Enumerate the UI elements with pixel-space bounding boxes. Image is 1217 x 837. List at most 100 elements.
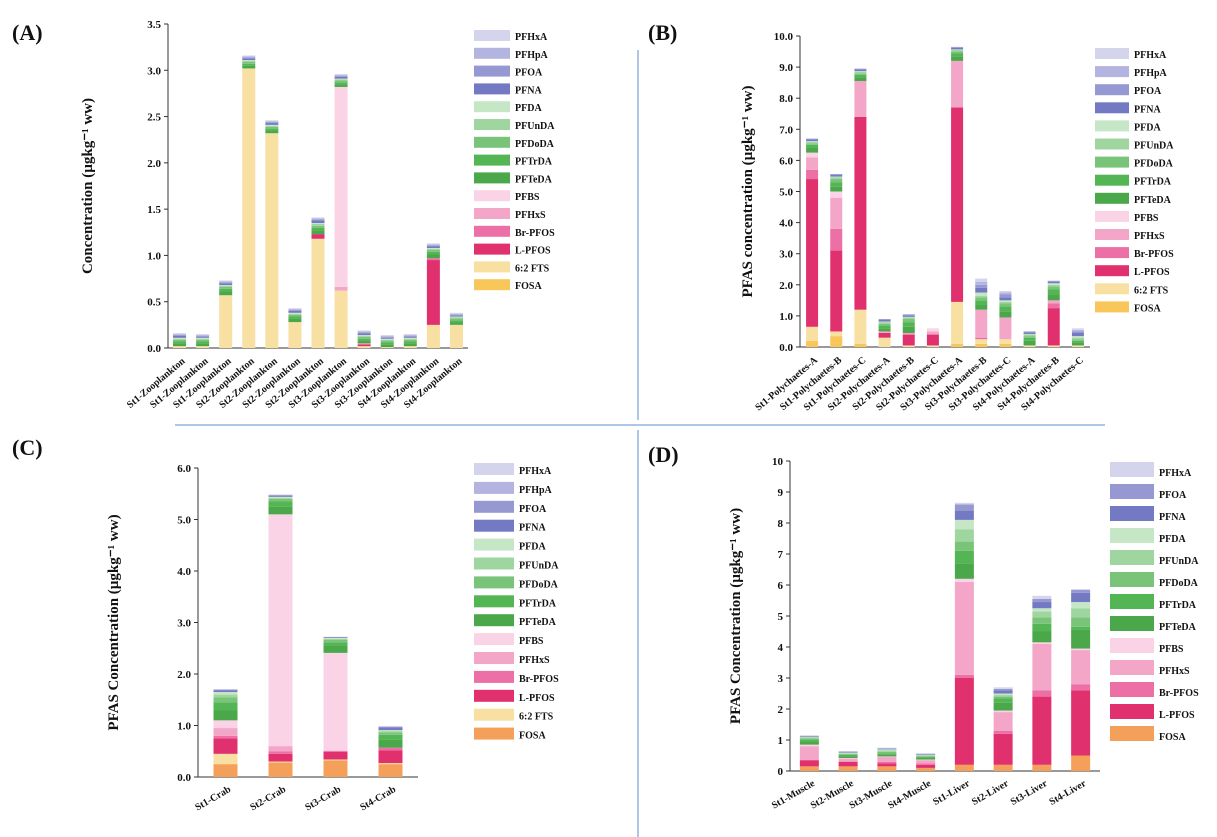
bar-segment-pfna <box>449 315 463 317</box>
bar-segment-6-2-fts <box>311 238 325 348</box>
bar-segment-pfhpa <box>426 244 440 246</box>
bar-segment-fosa <box>854 343 867 347</box>
bar-segment-pfoa <box>951 46 964 48</box>
y-tick-label: 6.0 <box>177 463 191 475</box>
bar-segment-pfoa <box>173 335 187 336</box>
bar-segment-pfhpa <box>975 281 988 285</box>
bar-segment-6-2-fts <box>1071 345 1084 347</box>
bar-segment-pfda <box>449 316 463 318</box>
bar-segment-pfna <box>902 315 915 317</box>
legend-swatch-l-pfos <box>474 243 510 255</box>
bar-segment-pfdoda <box>916 756 936 758</box>
bar-segment-pfhpa <box>380 335 394 337</box>
bar-segment-pftrda <box>323 642 348 646</box>
bar-segment-pfda <box>902 316 915 318</box>
bar-segment-pftrda <box>1023 337 1036 341</box>
bar-segment-6-2-fts <box>357 346 371 348</box>
bar-segment-pfhxs <box>993 712 1013 731</box>
bar-segment-fosa <box>799 766 819 771</box>
bar-segment-pfdoda <box>877 751 897 754</box>
bar-segment-pftrda <box>830 182 843 187</box>
bar-segment-pfbs <box>916 759 936 761</box>
bar-segment-pfna <box>173 335 187 338</box>
legend-swatch-6-2-fts <box>474 261 510 273</box>
bar-segment-pfoa <box>323 636 348 638</box>
bar-segment-pfbs <box>954 578 974 582</box>
x-category-label: St2-Liver <box>970 778 1011 808</box>
bar-segment-pftrda <box>916 757 936 758</box>
bar-segment-pfoa <box>403 335 417 337</box>
bar-segment-pfhxs <box>213 728 238 736</box>
y-tick-label: 6 <box>778 580 784 592</box>
bar-segment-pfdoda <box>830 179 843 183</box>
legend-swatch-pfoa <box>474 500 514 513</box>
bar-segment-pfoa <box>954 504 974 511</box>
bar-segment-pfhxa <box>426 243 440 245</box>
bar-segment-pfhxs <box>954 581 974 675</box>
bar-segment-pfunda <box>219 285 233 287</box>
bar-segment-pfoa <box>1032 598 1052 603</box>
bar-segment-pfhxa <box>403 334 417 336</box>
bar-segment-pfdoda <box>1071 617 1091 627</box>
bar-segment-pftrda <box>357 338 371 341</box>
bar-segment-pfdoda <box>902 319 915 323</box>
legend-label: PFUnDA <box>519 561 559 572</box>
y-tick-label: 1 <box>778 735 784 747</box>
bar-segment-pfoa <box>838 751 858 753</box>
bar-segment-pfda <box>999 300 1012 302</box>
legend-label: PFDA <box>1134 122 1161 133</box>
bar-segment-pfda <box>268 496 293 498</box>
bar-segment-fosa <box>975 343 988 347</box>
x-category-label: St2-Crab <box>248 784 288 813</box>
bar-segment-6-2-fts <box>265 133 279 348</box>
bar-segment-pfteda <box>196 343 210 347</box>
bar-segment-pfhxa <box>877 747 897 749</box>
bar-segment-pfunda <box>838 753 858 754</box>
bar-segment-pfda <box>334 78 348 80</box>
bar-segment-pftrda <box>1047 289 1060 295</box>
legend-label: 6:2 FTS <box>1134 285 1169 296</box>
bar-segment-pfoa <box>999 294 1012 298</box>
bar-segment-pfhxs <box>1047 300 1060 304</box>
bar-segment-pftrda <box>854 74 867 78</box>
bar-segment-fosa <box>378 764 403 777</box>
legend-label: PFUnDA <box>515 121 555 132</box>
bar-segment-pfhxa <box>357 330 371 332</box>
legend-swatch-pfoa <box>1110 484 1154 499</box>
y-tick-label: 4 <box>778 642 784 654</box>
bar-segment-pfda <box>213 692 238 695</box>
bar-segment-pfhxa <box>1032 595 1052 599</box>
bar-segment-pfteda <box>993 702 1013 711</box>
legend-swatch-pftrda <box>474 595 514 608</box>
bar-segment-pfna <box>830 175 843 177</box>
bar-segment-l-pfos <box>799 760 819 767</box>
bar-segment-br-pfos <box>993 730 1013 734</box>
legend-label: Br-PFOS <box>1134 249 1174 260</box>
bar-segment-pfteda <box>1047 294 1060 301</box>
bar-segment-pfdoda <box>265 126 279 129</box>
legend-swatch-pfna <box>474 519 514 532</box>
bar-segment-l-pfos <box>902 334 915 346</box>
bar-segment-pftrda <box>380 342 394 345</box>
legend-label: Br-PFOS <box>519 674 559 685</box>
bar-segment-pfunda <box>449 317 463 319</box>
bar-segment-pfteda <box>268 506 293 515</box>
legend-swatch-fosa <box>474 727 514 740</box>
bar-segment-pftrda <box>311 227 325 231</box>
bar-segment-pfda <box>1032 608 1052 612</box>
bar-segment-6-2-fts <box>951 301 964 344</box>
bar-segment-pfhpa <box>219 281 233 283</box>
bar-segment-pfhpa <box>403 335 417 336</box>
legend-label: PFHxA <box>1134 50 1167 61</box>
legend-label: PFNA <box>1134 104 1161 115</box>
bar-segment-l-pfos <box>1071 690 1091 756</box>
bar-segment-pfna <box>357 333 371 336</box>
bar-segment-pfda <box>877 749 897 751</box>
bar-segment-pfhpa <box>173 334 187 336</box>
legend-label: PFUnDA <box>1134 141 1174 152</box>
bar-segment-pfhxa <box>196 334 210 336</box>
legend-swatch-pfna <box>474 83 510 95</box>
legend-swatch-pfunda <box>474 119 510 130</box>
bar-segment-pfteda <box>951 56 964 61</box>
y-tick-label: 0 <box>778 766 784 778</box>
